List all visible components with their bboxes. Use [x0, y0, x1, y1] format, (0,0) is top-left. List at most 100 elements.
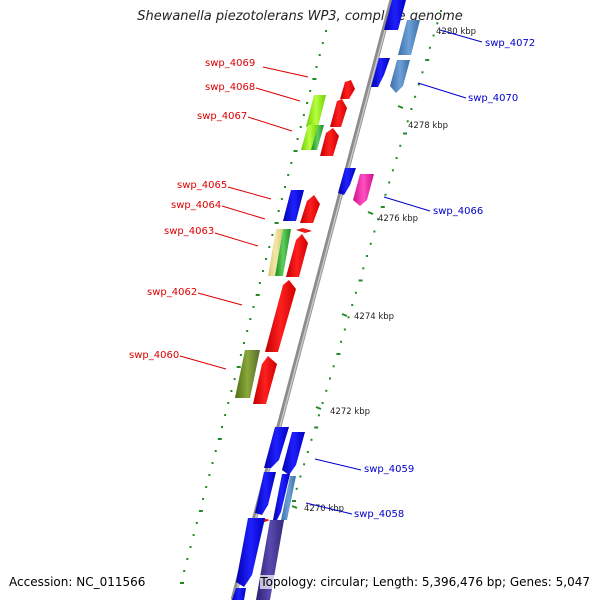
scale-tick-label: 4274 kbp: [354, 312, 394, 322]
guide-dot: [302, 114, 305, 116]
gene-feature[interactable]: [275, 229, 291, 276]
scale-tick-label: 4270 kbp: [304, 504, 344, 514]
gene-feature[interactable]: [268, 229, 283, 276]
gene-feature[interactable]: [353, 174, 374, 206]
guide-dot: [265, 258, 268, 260]
gene-feature[interactable]: [232, 588, 246, 600]
guide-dot: [221, 426, 223, 428]
guide-dot: [258, 282, 261, 284]
guide-dot: [312, 78, 317, 80]
guide-dot: [362, 267, 365, 270]
gene-feature[interactable]: [384, 0, 406, 30]
gene-label[interactable]: swp_4065: [177, 180, 227, 191]
guide-dot: [186, 558, 189, 560]
guide-dot: [246, 330, 249, 332]
guide-dot: [195, 522, 198, 524]
gene-feature[interactable]: [286, 234, 308, 277]
scale-tick-label: 4276 kbp: [378, 214, 418, 224]
scale-tick-label: 4278 kbp: [408, 121, 448, 131]
guide-dot: [369, 242, 372, 245]
guide-dot: [310, 438, 313, 441]
guide-dot: [205, 486, 208, 488]
gene-label[interactable]: swp_4070: [468, 93, 518, 104]
guide-dot: [391, 169, 394, 172]
guide-dot: [280, 198, 283, 200]
gene-feature[interactable]: [253, 356, 277, 404]
gene-label[interactable]: swp_4069: [205, 58, 255, 69]
gene-feature[interactable]: [338, 168, 356, 195]
guide-dot: [303, 463, 306, 466]
guide-dot: [192, 534, 195, 536]
guide-dot: [351, 304, 354, 306]
scale-tick-labels: 4270 kbp 4272 kbp 4274 kbp 4276 kbp 4278…: [304, 27, 476, 514]
guide-dot: [268, 246, 271, 248]
guide-dot: [287, 174, 290, 176]
guide-dot: [274, 222, 279, 224]
gene-feature[interactable]: [235, 350, 260, 398]
guide-dot: [230, 390, 233, 392]
guide-dot: [421, 71, 424, 74]
gene-feature[interactable]: [340, 80, 355, 99]
guide-dot: [208, 474, 211, 476]
guide-dot: [299, 475, 302, 478]
gene-feature[interactable]: [273, 474, 290, 522]
gene-label[interactable]: swp_4060: [129, 350, 179, 361]
gene-label[interactable]: swp_4072: [485, 38, 535, 49]
gene-feature[interactable]: [398, 20, 420, 55]
gene-feature[interactable]: [283, 190, 304, 221]
guide-dot: [180, 582, 184, 584]
gene-feature[interactable]: [265, 280, 296, 352]
scale-ticks: [291, 105, 404, 509]
guide-dot: [354, 291, 357, 294]
gene-feature[interactable]: [320, 128, 339, 156]
gene-feature[interactable]: [330, 99, 347, 127]
guide-dot: [306, 451, 309, 453]
gene-feature[interactable]: [281, 476, 296, 520]
reverse-gene-labels: swp_4072 swp_4070 swp_4066 swp_4059 swp_…: [305, 29, 535, 520]
guide-dot: [414, 95, 417, 98]
guide-dot: [249, 318, 252, 320]
guide-dot: [217, 438, 222, 440]
guide-dot: [329, 377, 331, 380]
guide-dot: [243, 342, 245, 344]
guide-dot: [366, 255, 368, 257]
gene-feature[interactable]: [300, 195, 320, 223]
gene-label[interactable]: swp_4064: [171, 200, 221, 211]
guide-dot: [340, 340, 343, 343]
gene-label[interactable]: swp_4059: [364, 464, 414, 475]
gene-label[interactable]: swp_4058: [354, 509, 404, 520]
gene-feature[interactable]: [371, 58, 390, 87]
guide-dot: [332, 365, 335, 368]
guide-dot: [296, 138, 299, 140]
guide-dot: [309, 90, 312, 92]
guide-dot: [432, 34, 435, 37]
guide-dot: [325, 389, 328, 392]
gene-label[interactable]: swp_4062: [147, 287, 197, 298]
guide-dot: [417, 83, 420, 86]
gene-label[interactable]: swp_4067: [197, 111, 247, 122]
gene-label[interactable]: swp_4063: [164, 226, 214, 237]
guide-dot: [290, 162, 293, 164]
gene-label[interactable]: swp_4066: [433, 206, 483, 217]
gene-feature[interactable]: [306, 95, 326, 127]
gene-feature[interactable]: [301, 125, 318, 150]
gene-feature[interactable]: [255, 472, 276, 515]
gene-feature[interactable]: [311, 125, 324, 150]
gene-feature[interactable]: [282, 432, 305, 475]
guide-dot: [211, 462, 214, 464]
guide-dot: [198, 510, 203, 512]
guide-dot: [233, 378, 236, 380]
scale-tick-label: 4272 kbp: [330, 407, 370, 417]
scale-tick-label: 4280 kbp: [436, 27, 476, 37]
gene-label[interactable]: swp_4068: [205, 82, 255, 93]
guide-dot: [410, 108, 413, 110]
gene-feature[interactable]: [296, 228, 312, 233]
guide-dot: [315, 66, 318, 68]
guide-dot: [202, 498, 205, 500]
gene-feature[interactable]: [264, 427, 289, 468]
guide-dot: [277, 210, 280, 212]
gene-feature[interactable]: [390, 60, 410, 93]
gene-feature[interactable]: [236, 518, 265, 587]
guide-dot: [321, 402, 324, 404]
